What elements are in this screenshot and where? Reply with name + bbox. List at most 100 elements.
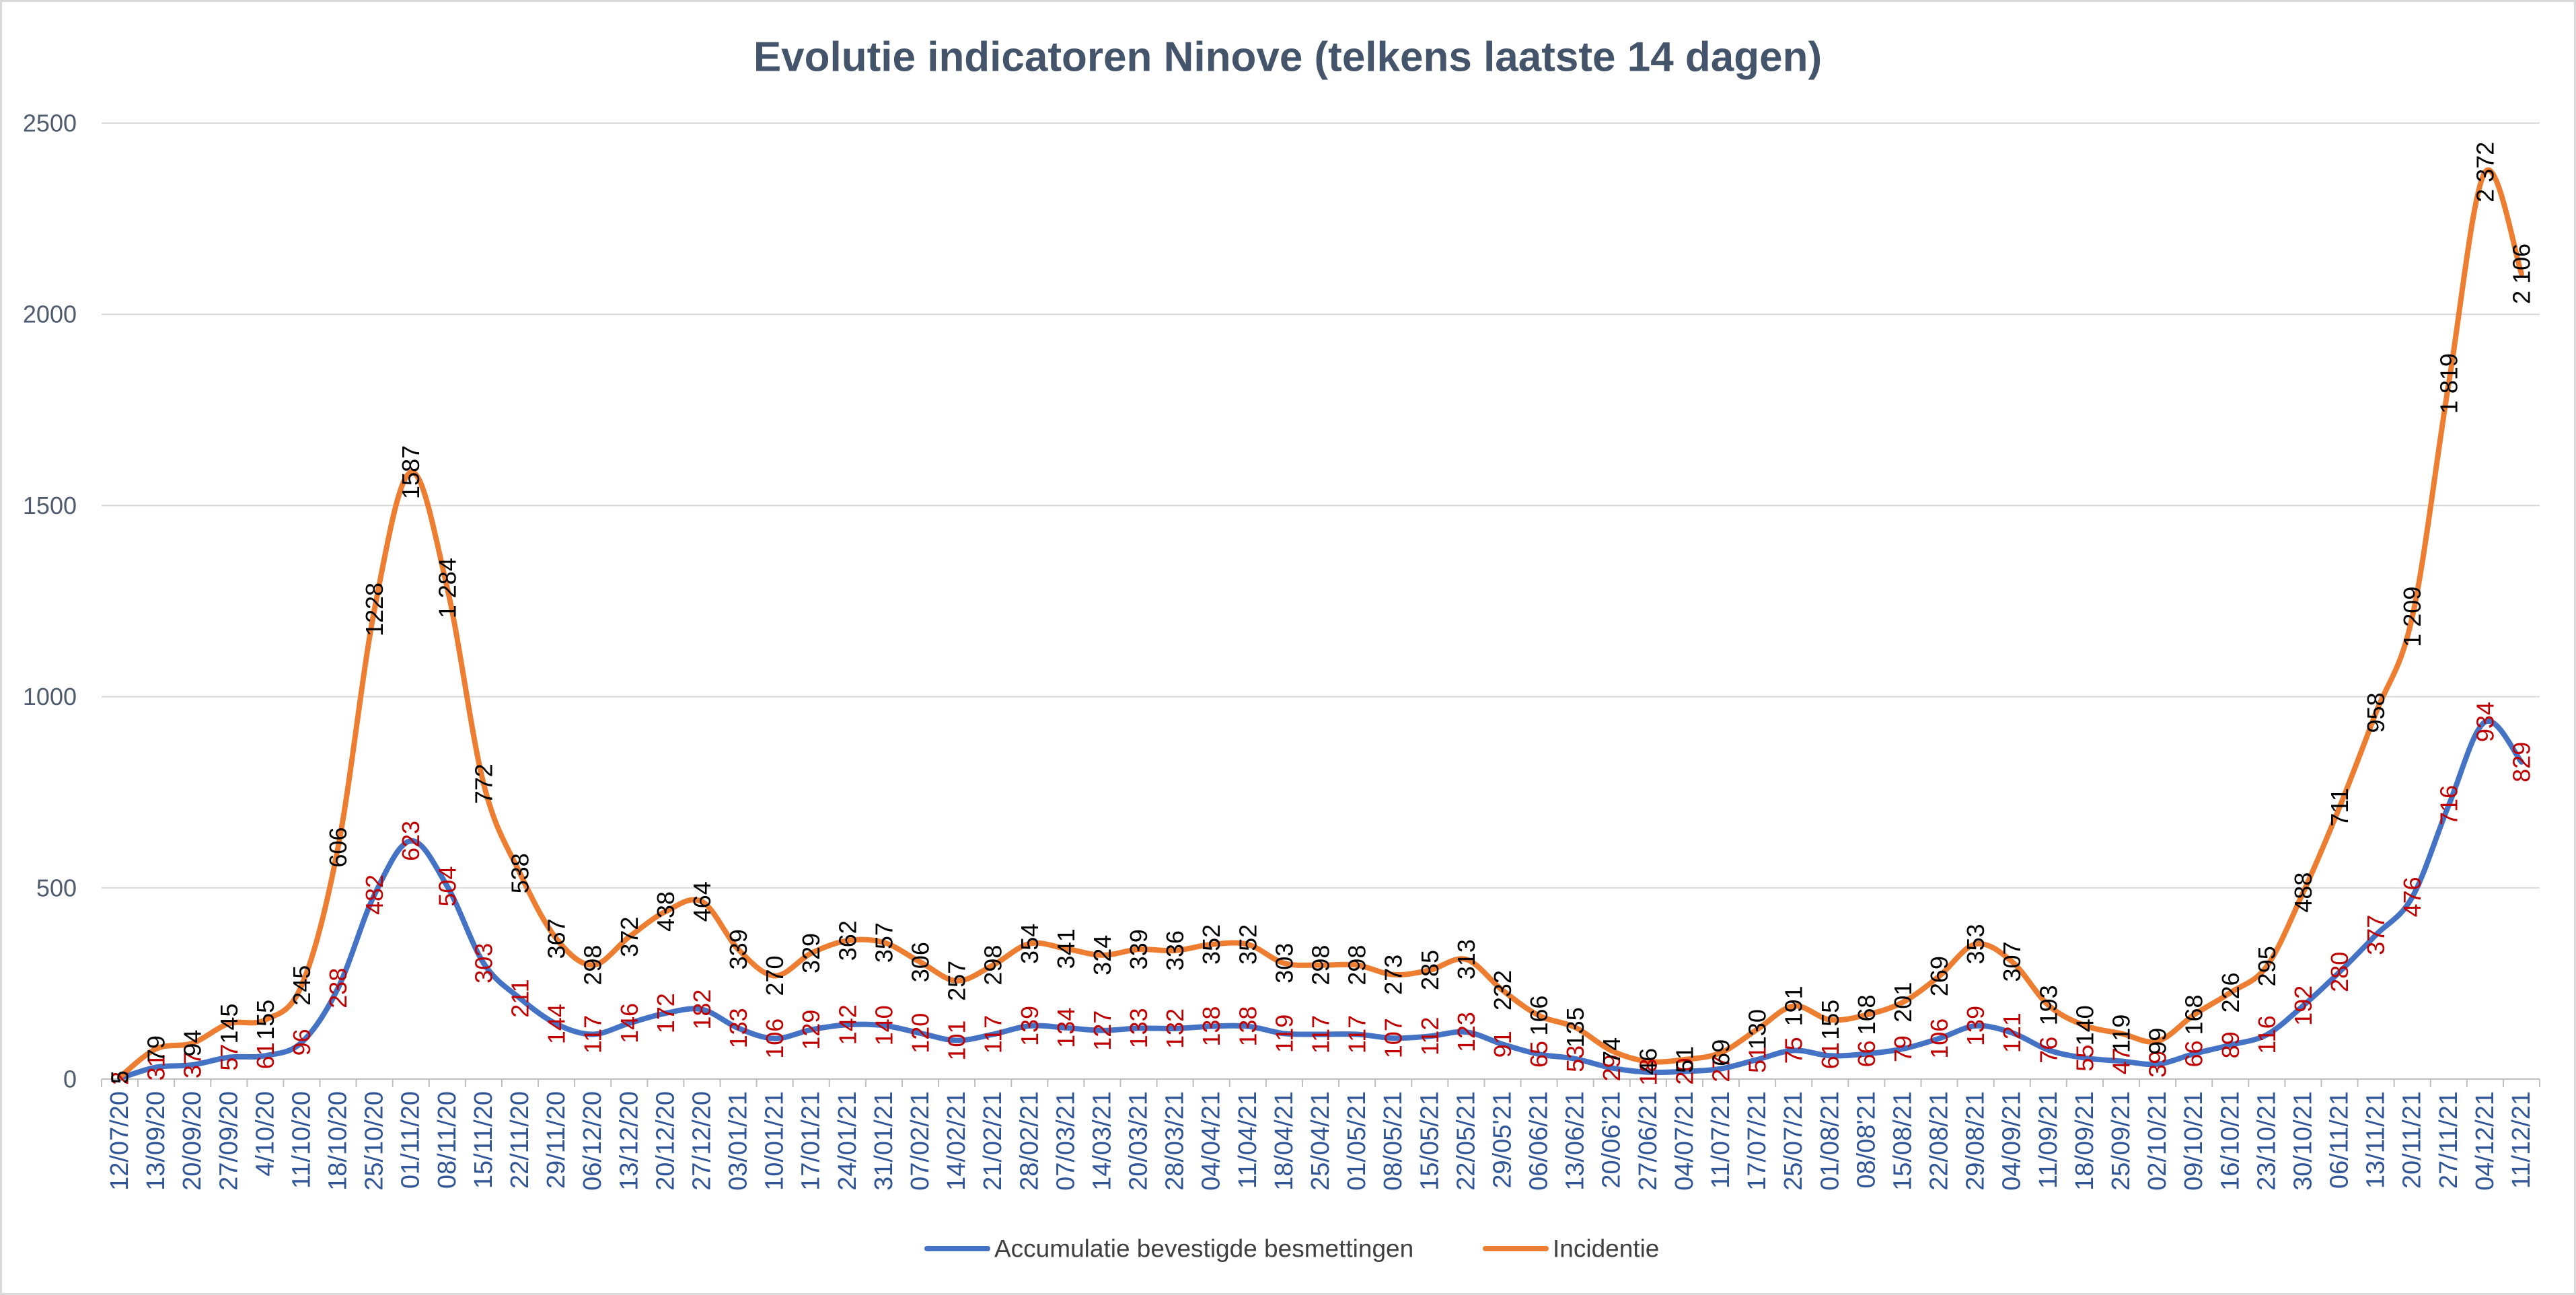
x-tick-label: 13/06/21 — [1561, 1091, 1590, 1191]
accumulatie-data-label: 79 — [1889, 1035, 1917, 1062]
accumulatie-data-label: 182 — [688, 990, 716, 1030]
x-tick-label: 13/09/20 — [142, 1091, 170, 1191]
accumulatie-data-label: 139 — [1016, 1006, 1043, 1046]
x-tick-label: 01/08/21 — [1816, 1091, 1844, 1191]
incidentie-data-label: 46 — [1634, 1048, 1662, 1075]
incidentie-data-label: 362 — [834, 920, 861, 961]
x-tick-label: 16/10/21 — [2216, 1091, 2244, 1191]
accumulatie-point — [918, 1031, 923, 1036]
accumulatie-data-label: 129 — [797, 1010, 825, 1050]
accumulatie-data-label: 140 — [870, 1005, 897, 1045]
incidentie-data-label: 298 — [579, 945, 607, 986]
accumulatie-data-label: 134 — [1052, 1008, 1080, 1048]
incidentie-data-label: 5 — [106, 1070, 134, 1084]
x-tick-label: 28/03/21 — [1161, 1091, 1189, 1191]
accumulatie-data-label: 112 — [1416, 1017, 1444, 1056]
incidentie-point — [2519, 271, 2524, 276]
incidentie-data-label: 352 — [1198, 924, 1225, 965]
accumulatie-data-label: 623 — [397, 821, 425, 861]
accumulatie-data-label: 829 — [2508, 742, 2536, 782]
incidentie-point — [700, 899, 704, 904]
incidentie-point — [408, 470, 414, 475]
accumulatie-point — [2519, 760, 2524, 765]
x-tick-label: 15/08/21 — [1889, 1091, 1917, 1191]
accumulatie-point — [1609, 1066, 1615, 1070]
accumulatie-data-label: 20 — [1670, 1058, 1698, 1085]
incidentie-data-label: 69 — [1707, 1039, 1735, 1066]
incidentie-data-label: 354 — [1016, 924, 1043, 964]
x-tick-label: 22/11/20 — [506, 1091, 534, 1189]
accumulatie-data-label: 91 — [1489, 1031, 1516, 1058]
incidentie-data-label: 285 — [1416, 950, 1444, 990]
incidentie-point — [1646, 1059, 1651, 1064]
incidentie-point — [2301, 890, 2306, 895]
y-tick-label: 1500 — [23, 492, 77, 519]
incidentie-data-label: 145 — [215, 1004, 243, 1044]
incidentie-point — [481, 781, 486, 786]
x-tick-label: 04/07/21 — [1670, 1091, 1699, 1191]
incidentie-data-label: 94 — [179, 1030, 207, 1057]
x-tick-label: 06/06/21 — [1525, 1091, 1553, 1191]
accumulatie-point — [590, 1032, 595, 1037]
accumulatie-data-label: 37 — [179, 1051, 207, 1078]
x-tick-label: 04/12/21 — [2471, 1091, 2499, 1191]
incidentie-data-label: 339 — [725, 929, 752, 969]
accumulatie-data-label: 61 — [252, 1042, 279, 1069]
x-tick-label: 20/12/20 — [651, 1091, 679, 1191]
x-tick-label: 11/07/21 — [1707, 1091, 1735, 1189]
accumulatie-point — [736, 1025, 741, 1031]
x-tick-label: 06/11/21 — [2326, 1091, 2354, 1189]
incidentie-data-label: 464 — [688, 881, 716, 922]
x-tick-label: 27/06/21 — [1634, 1091, 1662, 1191]
accumulatie-data-label: 39 — [2144, 1051, 2172, 1078]
incidentie-point — [1027, 941, 1032, 947]
x-tick-label: 01/11/20 — [397, 1091, 425, 1189]
incidentie-data-label: 313 — [1452, 939, 1480, 979]
accumulatie-point — [1937, 1036, 1942, 1041]
incidentie-data-label: 298 — [1344, 945, 1371, 986]
accumulatie-point — [663, 1010, 668, 1016]
incidentie-point — [299, 983, 304, 988]
incidentie-point — [445, 585, 450, 591]
accumulatie-point — [2046, 1047, 2051, 1053]
incidentie-point — [2046, 1002, 2051, 1008]
x-tick-label: 18/10/20 — [324, 1091, 353, 1191]
incidentie-point — [626, 934, 632, 940]
incidentie-point — [1100, 953, 1105, 958]
accumulatie-point — [445, 884, 450, 889]
accumulatie-point — [1318, 1032, 1323, 1037]
x-tick-label: 27/11/21 — [2435, 1091, 2463, 1189]
accumulatie-point — [700, 1007, 704, 1012]
incidentie-point — [2010, 959, 2015, 964]
accumulatie-point — [226, 1055, 231, 1060]
incidentie-data-label: 99 — [2144, 1028, 2172, 1055]
x-tick-label: 10/01/21 — [761, 1091, 789, 1191]
x-tick-label: 22/08/21 — [1925, 1091, 1954, 1191]
x-tick-label: 20/06'21 — [1598, 1091, 1626, 1189]
y-tick-label: 1000 — [23, 683, 77, 710]
accumulatie-data-label: 476 — [2398, 877, 2426, 917]
accumulatie-point — [2155, 1062, 2160, 1067]
incidentie-point — [2446, 381, 2452, 386]
accumulatie-point — [2264, 1032, 2269, 1037]
incidentie-point — [1500, 988, 1505, 993]
accumulatie-point — [481, 961, 486, 966]
incidentie-point — [736, 947, 741, 952]
x-tick-label: 20/11/21 — [2398, 1091, 2427, 1189]
incidentie-data-label: 273 — [1380, 955, 1407, 995]
incidentie-point — [2373, 710, 2379, 715]
incidentie-point — [845, 938, 850, 943]
accumulatie-data-label: 96 — [288, 1029, 316, 1056]
x-tick-label: 02/10/21 — [2143, 1091, 2172, 1191]
incidentie-point — [336, 845, 340, 850]
accumulatie-data-label: 934 — [2471, 702, 2499, 742]
x-tick-label: 11/12/21 — [2507, 1091, 2536, 1189]
accumulatie-point — [1100, 1028, 1105, 1033]
accumulatie-point — [772, 1036, 778, 1041]
accumulatie-point — [1463, 1029, 1469, 1035]
x-tick-label: 03/01/21 — [725, 1091, 753, 1191]
x-tick-label: 27/09/20 — [215, 1091, 243, 1191]
accumulatie-point — [1682, 1069, 1687, 1074]
x-tick-label: 29/11/20 — [542, 1091, 571, 1189]
accumulatie-point — [1973, 1023, 1979, 1029]
